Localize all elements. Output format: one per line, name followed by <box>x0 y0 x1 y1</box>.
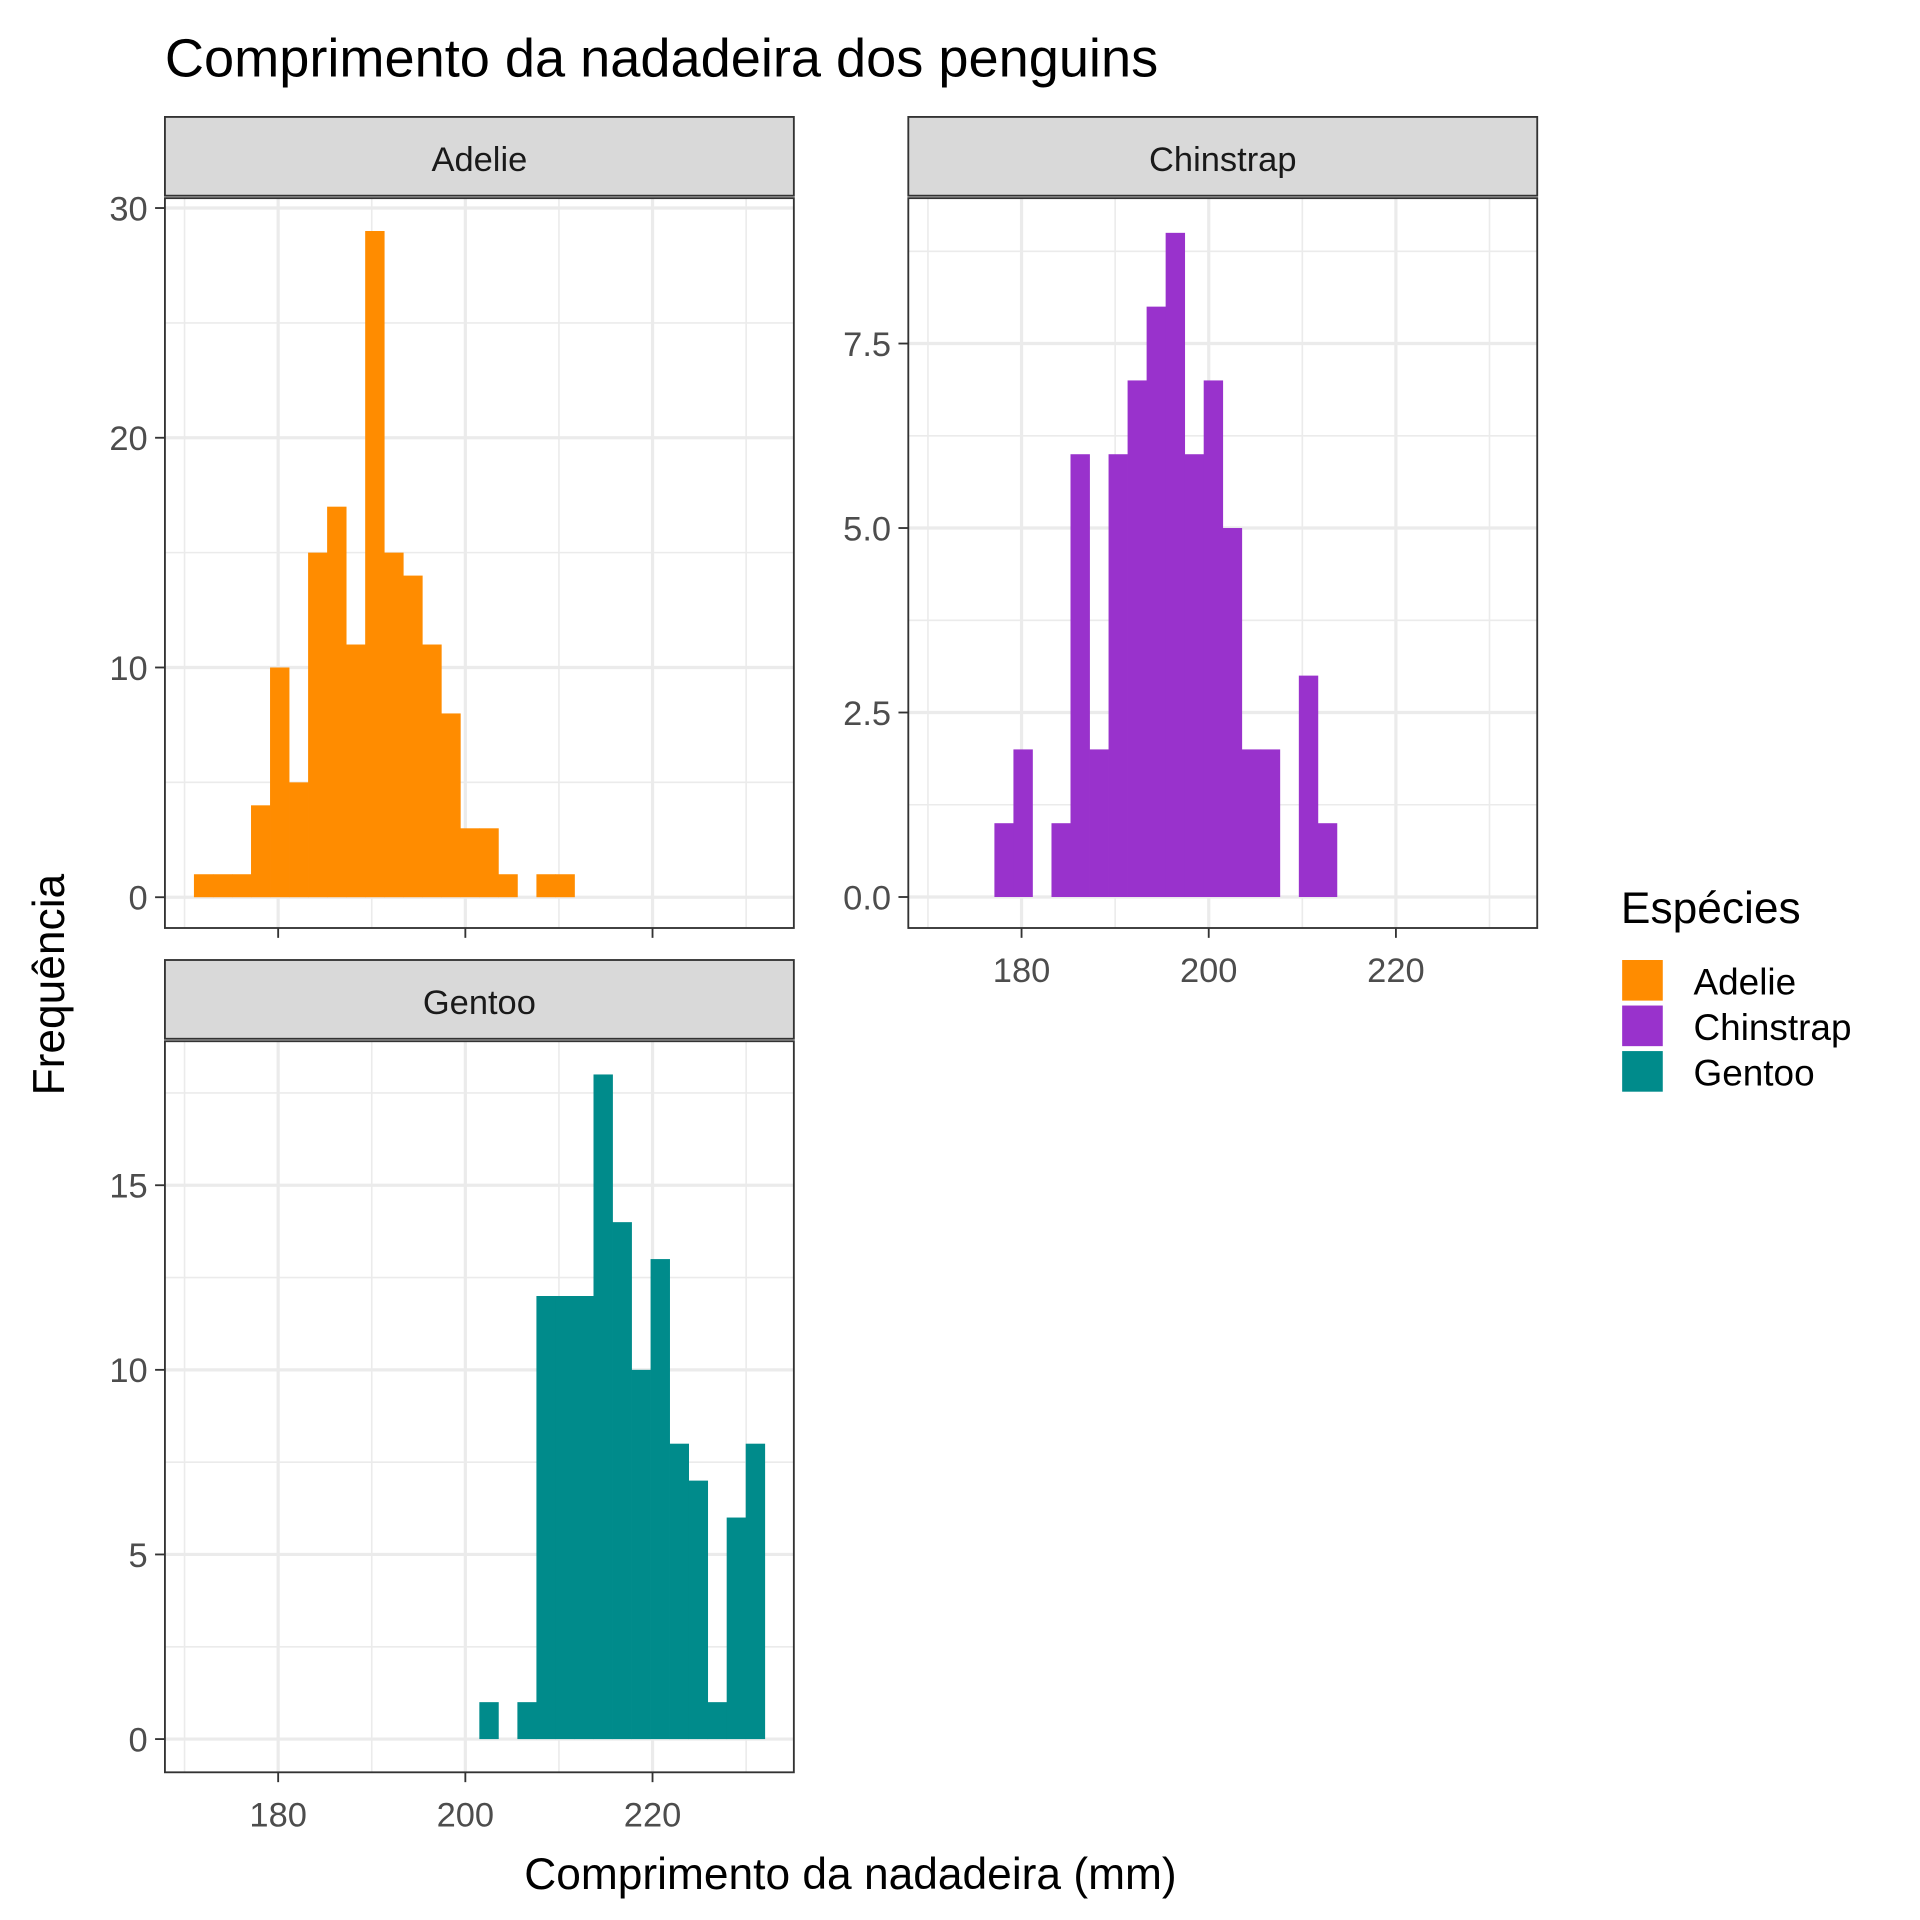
histogram-bar <box>231 874 252 898</box>
y-tick-label: 5 <box>129 1537 148 1575</box>
panel-border <box>164 197 795 929</box>
x-tick-label: 180 <box>249 1796 306 1834</box>
histogram-bar <box>650 1259 670 1740</box>
histogram-bar <box>745 1443 766 1740</box>
facet-strip <box>907 116 1539 197</box>
chart-title: Comprimento da nadadeira dos penguins <box>165 28 1158 88</box>
panel-border <box>164 1040 795 1774</box>
histogram-bar <box>441 713 461 898</box>
y-tick-label: 0 <box>129 1721 148 1759</box>
histogram-bar <box>517 1702 537 1740</box>
histogram-bar <box>1089 749 1109 898</box>
histogram-bar <box>479 1702 499 1740</box>
facet-strip-label: Gentoo <box>423 984 536 1022</box>
histogram-bar <box>1108 454 1128 898</box>
histogram-bar <box>536 1296 556 1740</box>
y-tick-label: 15 <box>109 1168 147 1206</box>
panel-chinstrap: Chinstrap 0.0 2.5 5.0 7.5 180 200 220 <box>843 116 1539 990</box>
histogram-bar <box>289 782 309 898</box>
panel-border <box>907 197 1539 929</box>
histogram-bar <box>1203 380 1224 898</box>
histogram-bar <box>574 1296 594 1740</box>
y-tick-label: 10 <box>109 1352 147 1390</box>
x-axis-label: Comprimento da nadadeira (mm) <box>524 1850 1176 1899</box>
histogram-bar <box>1127 380 1147 898</box>
y-tick-label: 0.0 <box>843 879 891 917</box>
histogram-bar <box>308 552 328 898</box>
histogram-bar <box>193 874 214 898</box>
histogram-bar <box>498 874 518 898</box>
histogram-bar <box>1165 232 1186 898</box>
histogram-bar <box>479 828 499 898</box>
legend-label: Chinstrap <box>1694 1007 1852 1048</box>
histogram-bar <box>612 1222 632 1740</box>
panel-adelie: Adelie 0 10 20 30 <box>109 116 795 938</box>
y-tick-label: 20 <box>109 420 147 458</box>
facet-strip <box>164 116 795 197</box>
histogram-bar <box>1260 749 1281 898</box>
histogram-bar <box>1184 454 1205 898</box>
y-axis-label: Frequência <box>25 873 74 1095</box>
histogram-bar <box>555 1296 575 1740</box>
histogram-bar <box>726 1517 747 1740</box>
histogram-bar <box>251 805 271 898</box>
histogram-bar <box>403 575 423 898</box>
histogram-bar <box>460 828 480 898</box>
y-tick-label: 7.5 <box>843 326 891 364</box>
x-tick-label: 200 <box>437 1796 494 1834</box>
histogram-bar <box>1317 823 1338 898</box>
facet-strip-label: Adelie <box>431 141 527 179</box>
legend-label: Gentoo <box>1694 1053 1815 1094</box>
x-tick-label: 180 <box>993 952 1050 990</box>
facet-strip <box>164 959 795 1040</box>
x-tick-label: 220 <box>624 1796 681 1834</box>
histogram-bar <box>1051 823 1071 898</box>
x-tick-label: 200 <box>1180 952 1237 990</box>
histogram-bar <box>1241 749 1262 898</box>
y-tick-label: 2.5 <box>843 695 891 733</box>
legend: Espécies Adelie Chinstrap Gentoo <box>1621 884 1852 1093</box>
y-tick-label: 30 <box>109 190 147 228</box>
histogram-bar <box>1146 306 1167 898</box>
legend-title: Espécies <box>1621 884 1801 933</box>
histogram-bar <box>365 231 385 898</box>
histogram-bar <box>270 667 290 898</box>
histogram-bar <box>707 1702 728 1740</box>
histogram-bar <box>631 1369 651 1740</box>
histogram-bar <box>593 1074 613 1740</box>
histogram-bar <box>688 1480 709 1740</box>
x-tick-label: 220 <box>1367 952 1424 990</box>
y-tick-label: 10 <box>109 650 147 688</box>
legend-key-adelie <box>1622 960 1663 1001</box>
facet-strip-label: Chinstrap <box>1149 141 1296 179</box>
histogram-bar <box>994 823 1014 898</box>
legend-label: Adelie <box>1694 961 1797 1002</box>
histogram-bar <box>669 1443 690 1740</box>
histogram-bar <box>346 644 366 898</box>
histogram-bar <box>1070 454 1090 898</box>
legend-key-gentoo <box>1622 1051 1663 1092</box>
histogram-bar <box>1013 749 1033 898</box>
panel-gentoo: Gentoo 0 5 10 15 180 200 220 <box>109 959 795 1834</box>
histogram-bar <box>384 552 404 898</box>
histogram-bar <box>1298 675 1319 898</box>
legend-key-chinstrap <box>1622 1005 1663 1047</box>
histogram-bar <box>212 874 233 898</box>
histogram-bar <box>422 644 442 898</box>
histogram-bar <box>327 506 347 898</box>
y-tick-label: 5.0 <box>843 510 891 548</box>
histogram-bar <box>536 874 556 898</box>
histogram-bar <box>1222 528 1243 898</box>
histogram-bar <box>555 874 575 898</box>
y-tick-label: 0 <box>129 880 148 918</box>
